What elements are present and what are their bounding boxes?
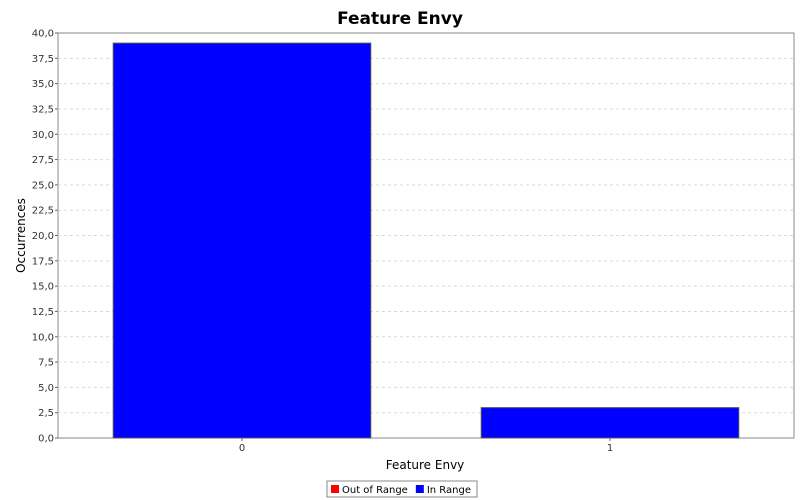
y-tick-label: 32,5	[32, 104, 54, 115]
y-tick-label: 17,5	[32, 256, 54, 267]
legend: Out of Range In Range	[326, 480, 478, 498]
legend-label: In Range	[427, 485, 471, 496]
y-tick-label: 10,0	[32, 332, 54, 343]
y-tick-label: 20,0	[32, 231, 54, 242]
y-tick-label: 22,5	[32, 206, 54, 217]
legend-box	[326, 480, 478, 498]
plot-area: 0,0 2,5 5,0 7,5 10,0 12,5 15,0 17,5 20,0 22,5 25,0…	[32, 29, 795, 454]
y-tick-label: 15,0	[32, 282, 54, 293]
x-tick-label: 1	[607, 443, 613, 454]
y-axis-label: Occurrences	[14, 198, 28, 273]
y-tick-label: 35,0	[32, 79, 54, 90]
y-tick-label: 7,5	[38, 358, 54, 369]
y-tick-label: 40,0	[32, 29, 54, 40]
y-tick-label: 5,0	[38, 383, 54, 394]
y-tick-label: 2,5	[38, 408, 54, 419]
y-axis: 0,0 2,5 5,0 7,5 10,0 12,5 15,0 17,5 20,0 22,5 25,0…	[32, 29, 58, 445]
chart-title: Feature Envy	[337, 9, 463, 29]
legend-swatch	[415, 485, 424, 493]
y-tick-label: 25,0	[32, 180, 54, 191]
bars	[112, 42, 740, 439]
x-tick-label: 0	[239, 443, 245, 454]
x-axis-label: Feature Envy	[386, 458, 465, 472]
bar	[480, 407, 740, 439]
y-tick-label: 0,0	[38, 434, 54, 445]
y-tick-label: 30,0	[32, 130, 54, 141]
y-tick-label: 37,5	[32, 54, 54, 65]
bar	[112, 42, 372, 439]
legend-swatch	[331, 485, 339, 493]
y-tick-label: 12,5	[32, 307, 54, 318]
legend-label: Out of Range	[342, 485, 408, 496]
y-tick-label: 27,5	[32, 155, 54, 166]
